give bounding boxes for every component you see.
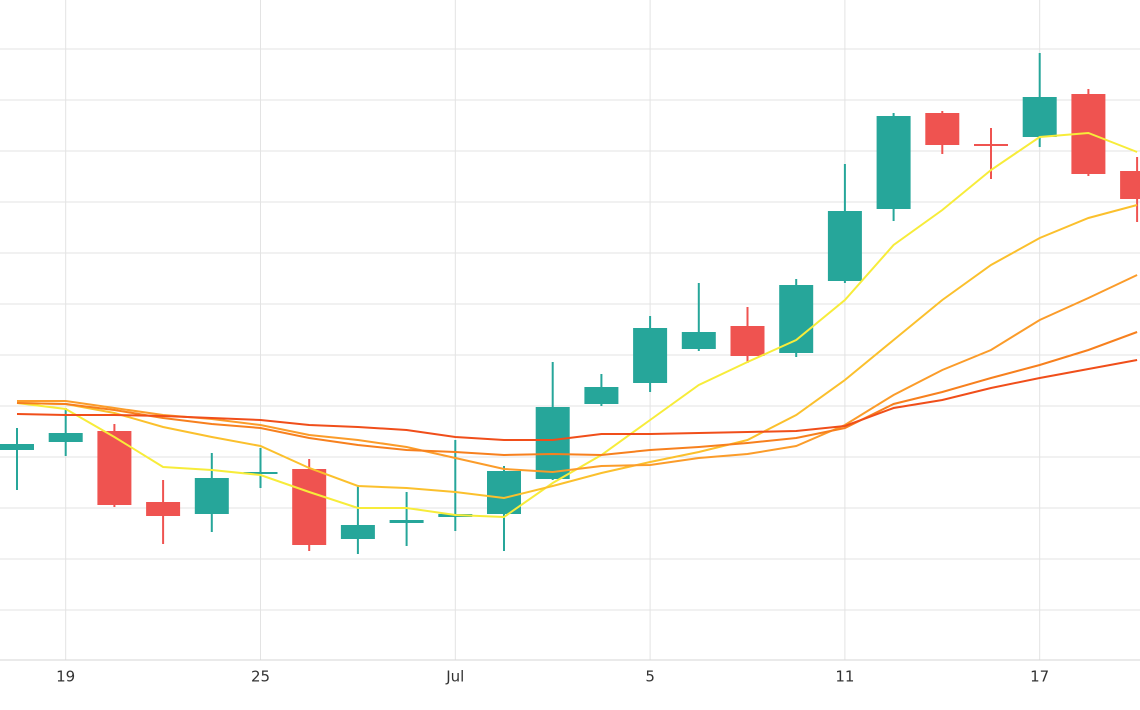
- candle-body: [876, 116, 911, 209]
- candle-body: [0, 444, 34, 450]
- x-tick-label: 5: [645, 668, 655, 686]
- candle-body: [243, 472, 278, 474]
- candle-body: [48, 433, 83, 442]
- candle-body: [730, 326, 765, 356]
- moving-average-line: [16, 331, 1138, 457]
- candle-body: [779, 285, 814, 353]
- candle-body: [925, 113, 960, 145]
- candle-body: [974, 144, 1008, 146]
- x-tick-label: 11: [835, 668, 854, 686]
- moving-average-line: [16, 131, 1138, 519]
- candle-body: [681, 332, 716, 349]
- candle-body: [535, 407, 570, 479]
- candle-body: [487, 471, 521, 514]
- candle-body: [340, 525, 375, 539]
- x-axis: 19 25 Jul 5 11 17: [0, 659, 1140, 686]
- moving-average-line: [17, 274, 1138, 474]
- candle-body: [194, 478, 229, 514]
- candle-body: [146, 502, 181, 516]
- candle-body: [584, 387, 619, 404]
- x-tick-label: 19: [56, 668, 75, 686]
- candle-body: [1120, 171, 1140, 199]
- candle-body: [827, 211, 862, 281]
- candle-body: [633, 328, 668, 383]
- candle-body: [1022, 97, 1057, 137]
- x-tick-label: 25: [251, 668, 270, 686]
- x-tick-label: 17: [1030, 668, 1049, 686]
- x-tick-label: Jul: [445, 668, 464, 686]
- candle-body: [389, 520, 424, 523]
- grid: [0, 0, 1140, 660]
- moving-average-line: [16, 359, 1138, 441]
- plot-area: [0, 53, 1140, 554]
- moving-average-line: [16, 204, 1138, 500]
- candle-body: [292, 469, 327, 545]
- candle-body: [97, 431, 132, 505]
